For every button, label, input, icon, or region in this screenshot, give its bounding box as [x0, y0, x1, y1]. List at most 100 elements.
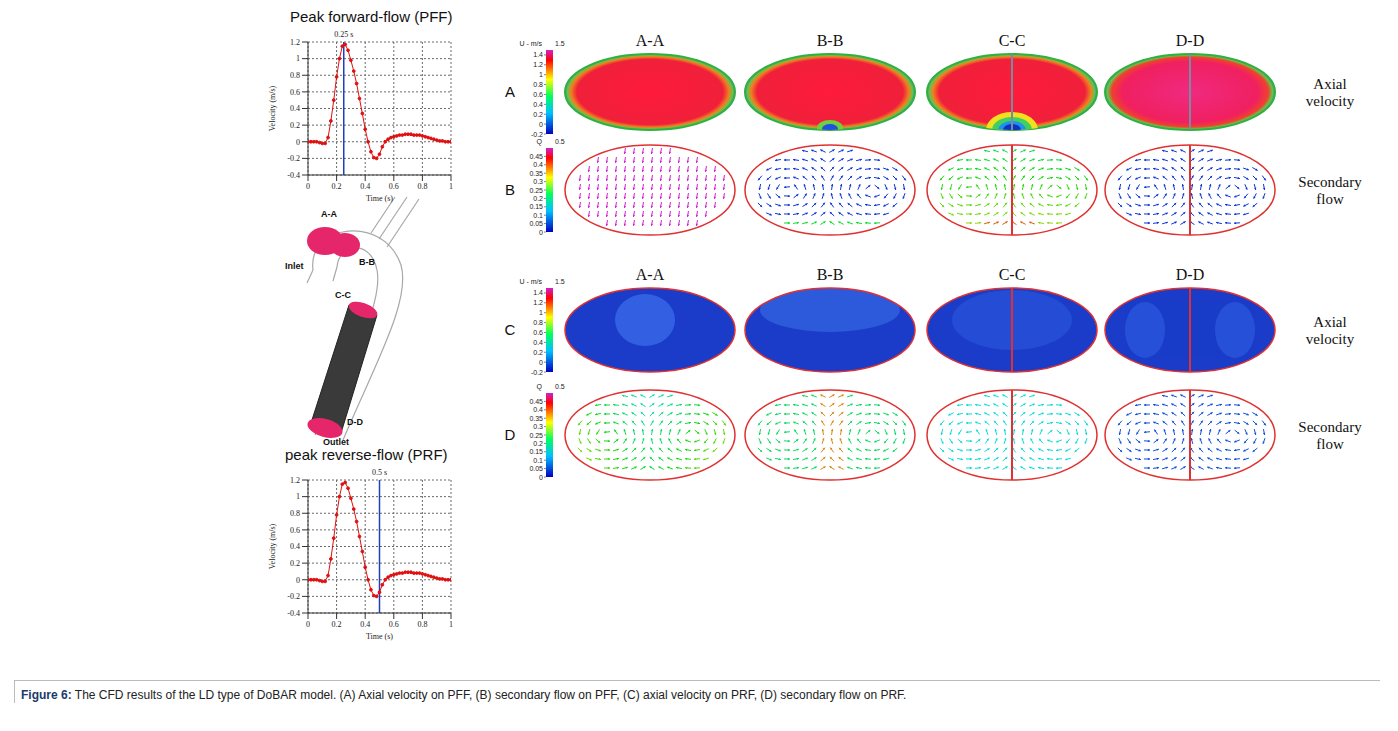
svg-text:Outlet: Outlet [323, 437, 349, 447]
svg-text:-0.4: -0.4 [287, 609, 300, 618]
svg-text:0.2: 0.2 [290, 121, 300, 130]
svg-text:C-C: C-C [335, 290, 351, 300]
svg-text:0: 0 [539, 121, 543, 128]
svg-text:0.4: 0.4 [290, 104, 300, 113]
svg-text:-0.4: -0.4 [287, 171, 300, 180]
svg-text:-0.2: -0.2 [531, 131, 543, 138]
svg-text:0.4: 0.4 [290, 542, 300, 551]
svg-text:Velocity (m/s): Velocity (m/s) [268, 85, 277, 131]
svg-text:Velocity (m/s): Velocity (m/s) [268, 523, 277, 569]
svg-text:0.4: 0.4 [360, 620, 370, 629]
svg-text:0.45: 0.45 [529, 153, 543, 160]
svg-text:0.6: 0.6 [533, 329, 543, 336]
svg-text:-0.2: -0.2 [531, 369, 543, 376]
svg-text:1.2: 1.2 [290, 476, 300, 485]
svg-text:1.5: 1.5 [555, 40, 565, 47]
svg-text:0.2: 0.2 [533, 440, 543, 447]
svg-text:0.05: 0.05 [529, 465, 543, 472]
svg-text:A-A: A-A [636, 32, 665, 49]
svg-text:A-A: A-A [636, 266, 665, 283]
svg-text:0.25: 0.25 [529, 432, 543, 439]
svg-text:0.8: 0.8 [533, 81, 543, 88]
svg-text:Axialvelocity: Axialvelocity [1306, 76, 1355, 109]
svg-text:B-B: B-B [817, 266, 844, 283]
svg-text:B: B [505, 181, 515, 198]
svg-text:0.4: 0.4 [533, 339, 543, 346]
svg-text:1: 1 [539, 71, 543, 78]
svg-text:C-C: C-C [999, 32, 1026, 49]
svg-text:0.8: 0.8 [290, 71, 300, 80]
svg-text:Inlet: Inlet [285, 261, 304, 271]
svg-text:0.2: 0.2 [533, 195, 543, 202]
svg-text:0.6: 0.6 [290, 526, 300, 535]
svg-text:B-B: B-B [817, 32, 844, 49]
svg-text:Secondaryflow: Secondaryflow [1298, 419, 1362, 452]
svg-text:0.35: 0.35 [529, 170, 543, 177]
svg-text:0.8: 0.8 [533, 319, 543, 326]
svg-text:-0.2: -0.2 [287, 154, 300, 163]
svg-text:Time (s): Time (s) [366, 632, 393, 641]
svg-text:0.15: 0.15 [529, 203, 543, 210]
svg-text:0.45: 0.45 [529, 398, 543, 405]
svg-text:0.25 s: 0.25 s [334, 30, 353, 39]
svg-text:D-D: D-D [1176, 266, 1204, 283]
svg-text:1.2: 1.2 [533, 299, 543, 306]
svg-text:0: 0 [539, 359, 543, 366]
svg-text:0.4: 0.4 [360, 182, 370, 191]
svg-text:0: 0 [306, 182, 310, 191]
svg-text:0.5: 0.5 [555, 383, 565, 390]
svg-text:1: 1 [539, 309, 543, 316]
svg-text:1.4: 1.4 [533, 51, 543, 58]
svg-text:0.2: 0.2 [533, 349, 543, 356]
svg-text:1.2: 1.2 [533, 61, 543, 68]
svg-text:0.2: 0.2 [290, 559, 300, 568]
svg-text:0.2: 0.2 [533, 111, 543, 118]
svg-text:Time (s): Time (s) [366, 194, 393, 203]
svg-text:A: A [505, 83, 515, 100]
svg-text:0.2: 0.2 [332, 620, 342, 629]
svg-text:1: 1 [449, 620, 453, 629]
svg-text:U - m/s: U - m/s [519, 278, 542, 285]
svg-text:0.6: 0.6 [389, 182, 399, 191]
svg-text:1: 1 [296, 54, 300, 63]
svg-text:0.1: 0.1 [533, 212, 543, 219]
svg-text:D-D: D-D [1176, 32, 1204, 49]
svg-text:1: 1 [296, 492, 300, 501]
svg-text:0.5 s: 0.5 s [372, 468, 387, 477]
svg-text:0.8: 0.8 [417, 182, 427, 191]
svg-text:U - m/s: U - m/s [519, 40, 542, 47]
svg-text:0.4: 0.4 [533, 101, 543, 108]
svg-text:D-D: D-D [347, 417, 363, 427]
svg-text:0.5: 0.5 [555, 138, 565, 145]
svg-text:Q: Q [537, 383, 543, 391]
svg-text:D: D [505, 426, 516, 443]
svg-text:0.8: 0.8 [290, 509, 300, 518]
svg-text:0.8: 0.8 [417, 620, 427, 629]
svg-text:Axialvelocity: Axialvelocity [1306, 314, 1355, 347]
svg-text:0.15: 0.15 [529, 448, 543, 455]
svg-text:1.4: 1.4 [533, 289, 543, 296]
svg-text:1.2: 1.2 [290, 38, 300, 47]
svg-text:0.35: 0.35 [529, 415, 543, 422]
svg-text:0: 0 [306, 620, 310, 629]
svg-text:0.4: 0.4 [533, 161, 543, 168]
svg-text:C: C [505, 321, 516, 338]
svg-text:0.2: 0.2 [332, 182, 342, 191]
svg-text:C-C: C-C [999, 266, 1026, 283]
svg-text:-0.2: -0.2 [287, 592, 300, 601]
svg-text:0: 0 [296, 138, 300, 147]
svg-text:1.5: 1.5 [555, 278, 565, 285]
svg-text:0.6: 0.6 [533, 91, 543, 98]
svg-text:0.6: 0.6 [389, 620, 399, 629]
svg-text:0.3: 0.3 [533, 423, 543, 430]
svg-text:1: 1 [449, 182, 453, 191]
svg-text:0.3: 0.3 [533, 178, 543, 185]
svg-text:Q: Q [537, 138, 543, 146]
svg-text:0: 0 [539, 229, 543, 236]
svg-text:0.4: 0.4 [533, 406, 543, 413]
svg-text:B-B: B-B [359, 257, 375, 267]
svg-text:0.05: 0.05 [529, 220, 543, 227]
svg-text:Secondaryflow: Secondaryflow [1298, 174, 1362, 207]
svg-text:0.25: 0.25 [529, 187, 543, 194]
svg-text:0: 0 [539, 474, 543, 481]
